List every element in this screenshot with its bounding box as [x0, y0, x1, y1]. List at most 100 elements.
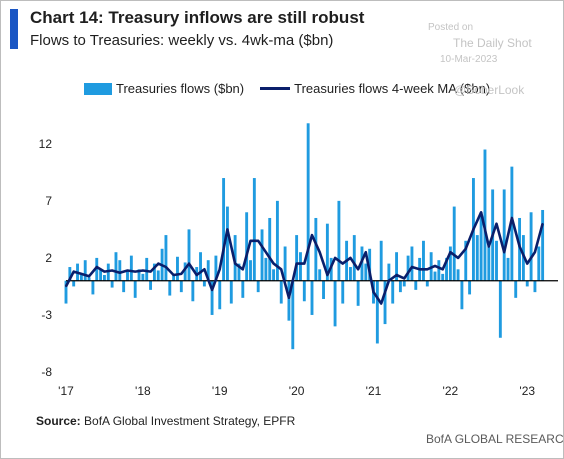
bar	[437, 260, 441, 281]
bar	[448, 246, 452, 281]
chart-legend: Treasuries flows ($bn) Treasuries flows …	[84, 81, 506, 96]
bar	[302, 280, 306, 302]
ma-point	[165, 266, 167, 268]
ma-point	[457, 257, 459, 259]
ma-point	[357, 268, 359, 271]
bar	[364, 263, 368, 281]
ma-point	[341, 262, 344, 265]
ma-point	[149, 270, 152, 273]
legend-item-bars: Treasuries flows ($bn)	[84, 81, 244, 96]
bar	[287, 280, 291, 321]
footer-brand: BofA GLOBAL RESEARCH	[426, 432, 564, 446]
legend-swatch-ma	[260, 87, 291, 90]
bar	[83, 260, 87, 281]
title-accent-bar	[10, 9, 18, 49]
bar	[379, 240, 383, 281]
bar	[541, 209, 545, 281]
bar	[137, 269, 141, 281]
bar	[375, 280, 379, 344]
ma-point	[441, 268, 444, 271]
ma-point	[365, 251, 367, 254]
source-label: Source:	[36, 414, 81, 428]
bar	[306, 123, 310, 281]
bar	[102, 275, 106, 281]
bar	[402, 280, 406, 287]
bar	[318, 269, 322, 281]
bar	[310, 280, 314, 315]
bar	[214, 255, 218, 281]
watermark-site: The Daily Shot	[453, 36, 532, 50]
y-tick-label: 12	[39, 137, 53, 151]
ma-point	[518, 245, 521, 248]
bar	[210, 280, 214, 315]
x-tick-label: '18	[135, 384, 151, 398]
legend-swatch-bars	[84, 82, 112, 95]
ma-point	[349, 257, 352, 259]
ma-point	[495, 222, 498, 225]
bar	[337, 200, 341, 281]
bar	[414, 280, 418, 290]
bar	[498, 280, 502, 338]
source-note: Source: BofA Global Investment Strategy,…	[36, 414, 295, 428]
ma-point	[257, 239, 259, 242]
bar	[456, 269, 460, 281]
bar	[218, 280, 222, 310]
bar	[410, 246, 414, 281]
bar	[191, 280, 195, 302]
bar	[187, 229, 191, 281]
ma-point	[295, 262, 298, 265]
bar	[445, 257, 448, 281]
bar	[202, 280, 206, 287]
bar	[475, 235, 479, 281]
ma-point	[203, 268, 206, 271]
watermark-handle: @SoberLook	[454, 83, 525, 97]
ma-point	[426, 268, 429, 271]
bar	[145, 257, 149, 281]
bar	[314, 217, 318, 281]
bar	[64, 280, 68, 304]
ma-point	[180, 273, 183, 275]
bar	[72, 280, 76, 287]
bar	[383, 280, 387, 325]
bar	[118, 260, 122, 281]
bar	[514, 280, 518, 298]
ma-point	[488, 245, 490, 248]
bar	[506, 257, 510, 281]
ma-point	[80, 273, 83, 275]
x-tick-label: '22	[443, 384, 459, 398]
x-tick-label: '19	[212, 384, 228, 398]
bar	[133, 280, 137, 298]
bar	[68, 267, 72, 281]
bar	[122, 280, 126, 293]
ma-point	[111, 269, 113, 272]
bar	[425, 280, 429, 287]
bar	[464, 240, 468, 281]
ma-point	[388, 279, 390, 282]
bar	[168, 280, 172, 296]
bar	[452, 206, 456, 281]
ma-point	[311, 234, 313, 236]
bar	[179, 280, 183, 293]
bar	[537, 246, 541, 281]
bar	[391, 280, 395, 304]
bar	[368, 248, 372, 281]
bar	[525, 280, 529, 287]
bar	[348, 267, 352, 281]
ma-point	[318, 251, 321, 254]
ma-point	[526, 262, 529, 265]
ma-point	[211, 289, 213, 291]
bar	[295, 235, 299, 281]
bar	[495, 240, 498, 281]
ma-point	[411, 266, 413, 268]
ma-point	[226, 228, 229, 231]
bar	[291, 280, 295, 350]
bar	[483, 149, 487, 281]
bar	[99, 269, 103, 281]
bar	[387, 263, 391, 281]
bar	[114, 252, 118, 281]
ma-point	[403, 277, 406, 280]
watermark-date: 10-Mar-2023	[440, 54, 498, 65]
bar	[352, 235, 356, 281]
